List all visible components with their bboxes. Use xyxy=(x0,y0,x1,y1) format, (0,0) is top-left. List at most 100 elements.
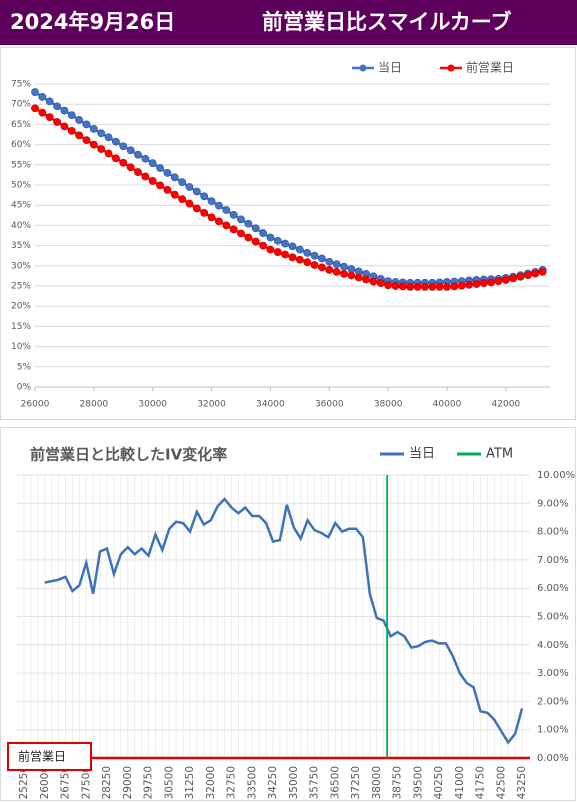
point xyxy=(450,282,459,291)
y-tick-label: 7.00% xyxy=(537,555,569,566)
point xyxy=(310,261,319,269)
chart-frame xyxy=(0,47,576,420)
y-tick-label: 1.00% xyxy=(537,725,569,736)
chart-frame xyxy=(0,427,576,801)
x-tick-label: 30000 xyxy=(138,400,167,410)
x-tick-label: 37250 xyxy=(350,766,362,799)
y-tick-label: 50% xyxy=(11,181,31,191)
x-tick-label: 36000 xyxy=(315,400,344,410)
point xyxy=(67,126,76,135)
point xyxy=(251,224,260,233)
point xyxy=(273,236,282,245)
point xyxy=(185,199,194,208)
series-line xyxy=(44,497,524,745)
point xyxy=(251,237,260,246)
point xyxy=(60,106,69,115)
x-tick-label: 40250 xyxy=(433,766,445,799)
point xyxy=(244,233,253,242)
point xyxy=(60,122,69,131)
y-tick-label: 9.00% xyxy=(537,498,569,509)
y-tick-label: 70% xyxy=(11,100,31,110)
point xyxy=(465,280,473,289)
point xyxy=(31,104,39,113)
point xyxy=(362,275,370,284)
y-tick-label: 4.00% xyxy=(537,640,569,651)
point xyxy=(303,258,312,267)
point xyxy=(134,168,142,176)
point xyxy=(325,257,334,266)
y-tick-label: 2.00% xyxy=(537,696,569,707)
x-tick-label: 29000 xyxy=(122,766,134,799)
point xyxy=(53,102,61,111)
point xyxy=(163,185,172,194)
point xyxy=(170,190,179,199)
y-tick-label: 40% xyxy=(11,221,31,231)
legend-label: 当日 xyxy=(409,447,435,462)
x-tick-label: 34000 xyxy=(256,400,285,410)
point xyxy=(119,158,128,167)
point xyxy=(531,269,540,278)
point xyxy=(207,197,216,206)
point xyxy=(82,120,91,129)
point xyxy=(31,88,39,96)
point xyxy=(391,282,400,290)
point xyxy=(332,267,341,276)
point xyxy=(89,140,98,149)
point xyxy=(229,210,238,219)
point xyxy=(406,282,415,291)
point xyxy=(126,163,135,172)
x-tick-label: 40000 xyxy=(433,400,462,410)
point xyxy=(134,150,142,159)
x-tick-label: 32000 xyxy=(205,766,217,799)
x-tick-label: 35750 xyxy=(309,766,321,799)
point xyxy=(45,113,54,122)
point xyxy=(126,146,135,155)
point xyxy=(178,178,187,187)
x-tick-label: 38000 xyxy=(374,400,403,410)
point xyxy=(347,271,356,280)
point xyxy=(340,262,348,271)
point xyxy=(104,149,113,158)
point xyxy=(222,206,231,214)
point xyxy=(163,168,172,177)
point xyxy=(229,225,238,234)
point xyxy=(421,282,429,291)
x-tick-label: 33500 xyxy=(246,766,258,799)
point xyxy=(281,239,290,248)
y-tick-label: 75% xyxy=(11,80,31,90)
point xyxy=(303,248,312,257)
point xyxy=(487,278,496,287)
x-tick-label: 29750 xyxy=(143,766,155,799)
point xyxy=(332,260,341,269)
point xyxy=(185,183,194,191)
y-tick-label: 3.00% xyxy=(537,668,569,679)
y-tick-label: 10.00% xyxy=(537,470,575,481)
point xyxy=(325,265,334,274)
point xyxy=(170,173,179,182)
point xyxy=(259,229,267,237)
point xyxy=(75,131,84,140)
point xyxy=(347,265,356,273)
point xyxy=(435,282,444,291)
x-tick-label: 26000 xyxy=(39,766,51,799)
legend-label: ATM xyxy=(486,447,513,462)
point xyxy=(310,251,319,260)
point xyxy=(288,242,297,251)
point xyxy=(472,280,481,288)
x-tick-label: 41750 xyxy=(475,766,487,799)
point xyxy=(156,164,164,172)
point xyxy=(281,250,290,259)
point xyxy=(244,219,253,228)
point xyxy=(89,124,98,133)
y-tick-label: 55% xyxy=(11,160,31,170)
x-tick-label: 27500 xyxy=(80,766,92,799)
x-tick-label: 31250 xyxy=(184,766,196,799)
point xyxy=(141,172,150,181)
point xyxy=(354,273,363,282)
point xyxy=(413,282,422,291)
y-tick-label: 5.00% xyxy=(537,612,569,623)
point xyxy=(237,215,245,224)
y-tick-label: 35% xyxy=(11,241,31,251)
point xyxy=(237,229,245,238)
y-tick-label: 65% xyxy=(11,120,31,130)
